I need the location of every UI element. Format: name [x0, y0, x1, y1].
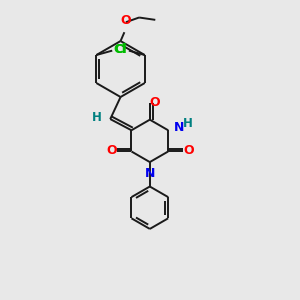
Text: H: H	[183, 117, 193, 130]
Text: N: N	[145, 167, 156, 180]
Text: O: O	[121, 14, 131, 27]
Text: O: O	[106, 144, 117, 158]
Text: Cl: Cl	[115, 43, 127, 56]
Text: H: H	[92, 111, 102, 124]
Text: Cl: Cl	[114, 43, 127, 56]
Text: O: O	[183, 144, 194, 158]
Text: N: N	[173, 122, 184, 134]
Text: O: O	[150, 95, 160, 109]
